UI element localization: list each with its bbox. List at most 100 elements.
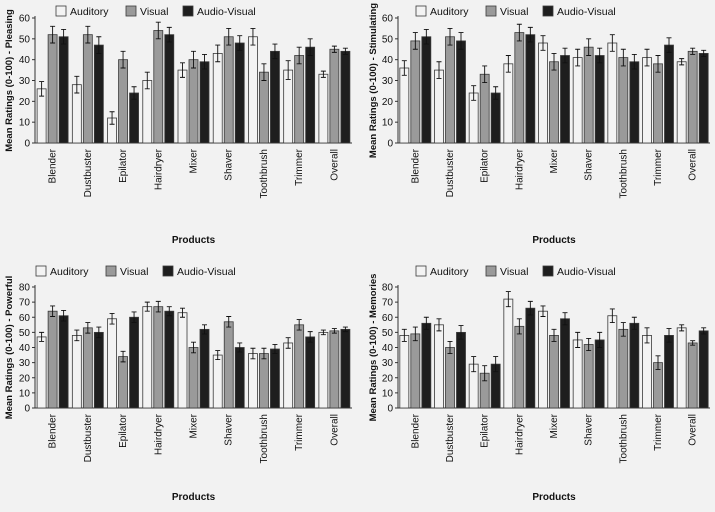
bar-audio-visual-dustbuster [93, 331, 104, 409]
error-bar [401, 328, 407, 342]
error-bar [551, 328, 557, 342]
error-bar [690, 47, 696, 55]
bar-auditory-epilator [107, 318, 117, 409]
bar-auditory-shaver [572, 57, 583, 144]
bar-visual-hairdryer [153, 306, 164, 409]
y-tick-label: 0 [387, 139, 393, 150]
y-tick-label: 80 [382, 283, 394, 294]
bar-audio-visual-shaver [594, 339, 605, 409]
bar-audio-visual-overall [340, 328, 351, 409]
bar-audio-visual-toothbrush [629, 322, 640, 409]
bar-audio-visual-epilator [129, 316, 139, 409]
error-bar [423, 316, 429, 330]
error-bar [666, 37, 672, 53]
bar-visual-blender [410, 333, 421, 409]
error-bar [401, 60, 407, 76]
y-tick-label: 20 [19, 97, 31, 108]
error-bar [155, 300, 161, 313]
y-tick-label: 10 [19, 388, 31, 399]
bar-visual-overall [687, 50, 698, 144]
bar-auditory-mixer [538, 310, 548, 409]
error-bar [307, 38, 313, 56]
error-bar [447, 341, 453, 354]
bar-auditory-mixer [177, 312, 188, 409]
y-axis-label: Mean Ratings (0-100) - Memories [368, 274, 379, 422]
x-tick-label: Epilator [480, 413, 491, 448]
x-tick-label: Toothbrush [259, 414, 270, 463]
error-bar [96, 326, 102, 339]
error-bar [551, 52, 557, 71]
bar-audio-visual-overall [698, 53, 709, 144]
bar-audio-visual-hairdryer [525, 34, 536, 144]
x-tick-label: Mixer [189, 413, 200, 438]
bar-auditory-shaver [572, 339, 583, 409]
legend-swatch [55, 5, 67, 17]
bar-audio-visual-trimmer [664, 334, 674, 409]
y-tick-label: 70 [382, 298, 394, 309]
bar-auditory-mixer [538, 42, 548, 144]
error-bar [296, 319, 302, 331]
bar-audio-visual-dustbuster [93, 44, 104, 144]
error-bar [679, 324, 685, 332]
error-bar [575, 48, 581, 67]
x-tick-label: Mixer [549, 413, 560, 438]
bar-visual-toothbrush [618, 328, 629, 409]
legend-label: Audio-Visual [557, 266, 616, 278]
legend-label: Auditory [70, 6, 109, 18]
error-bar [586, 38, 592, 56]
legend-label: Auditory [430, 266, 469, 278]
error-bar [272, 344, 278, 354]
x-tick-label: Toothbrush [618, 414, 629, 463]
error-bar [202, 324, 207, 335]
error-bar [120, 350, 126, 363]
y-tick-label: 10 [19, 118, 31, 129]
bar-visual-hairdryer [514, 325, 525, 409]
bar-audio-visual-blender [58, 36, 69, 144]
bar-auditory-shaver [212, 53, 223, 144]
bar-visual-mixer [549, 61, 559, 144]
bar-audio-visual-hairdryer [164, 310, 175, 409]
x-tick-label: Trimmer [294, 148, 305, 186]
bar-auditory-blender [36, 88, 47, 144]
error-bar [202, 54, 207, 70]
error-bar [679, 58, 685, 66]
y-tick-label: 80 [19, 283, 31, 294]
y-tick-label: 50 [382, 34, 394, 45]
bar-auditory-toothbrush [248, 36, 258, 144]
error-bar [436, 318, 442, 332]
x-tick-label: Overall [688, 414, 699, 446]
bar-auditory-toothbrush [607, 315, 618, 409]
error-bar [609, 308, 615, 323]
x-axis-label: Products [172, 492, 216, 503]
error-bar [226, 316, 232, 328]
bar-audio-visual-toothbrush [270, 50, 280, 144]
error-bar [458, 32, 464, 50]
error-bar [644, 48, 650, 67]
error-bar [527, 26, 533, 43]
x-tick-label: Epilator [118, 413, 129, 448]
error-bar [250, 347, 256, 360]
y-tick-label: 40 [382, 343, 394, 354]
bar-audio-visual-overall [340, 50, 351, 144]
error-bar [120, 50, 126, 69]
bar-audio-visual-hairdryer [525, 307, 536, 409]
y-tick-label: 0 [24, 404, 30, 415]
x-tick-label: Trimmer [653, 148, 664, 186]
error-bar [586, 337, 592, 351]
bar-auditory-dustbuster [434, 324, 444, 409]
error-bar [191, 50, 196, 69]
bar-visual-epilator [118, 59, 128, 144]
x-tick-label: Blender [410, 148, 421, 183]
error-bar [237, 342, 243, 353]
error-bar [109, 313, 115, 325]
error-bar [493, 86, 499, 100]
x-tick-label: Trimmer [294, 413, 305, 451]
bar-audio-visual-dustbuster [456, 40, 466, 144]
y-tick-label: 20 [382, 373, 394, 384]
x-tick-label: Mixer [549, 148, 560, 173]
bar-auditory-dustbuster [71, 334, 82, 409]
x-tick-label: Hairdryer [514, 413, 525, 455]
error-bar [180, 307, 185, 318]
bar-audio-visual-trimmer [305, 336, 316, 409]
error-bar [471, 356, 477, 373]
